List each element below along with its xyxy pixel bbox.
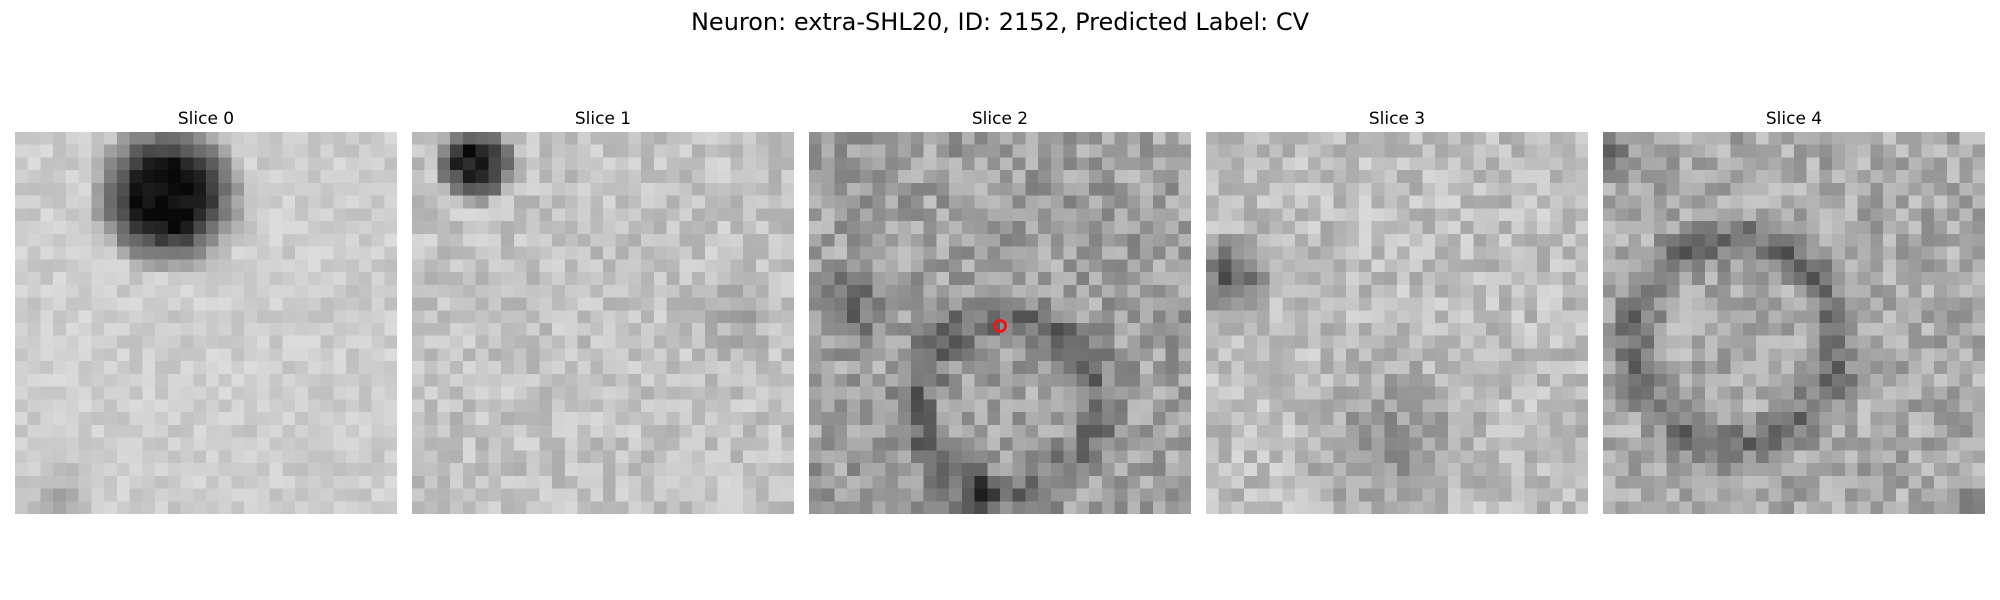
figure-title: Neuron: extra-SHL20, ID: 2152, Predicted… (690, 8, 1310, 36)
slice-title-4: Slice 4 (1765, 109, 1823, 129)
slice-image-1 (412, 132, 794, 514)
slice-title-3: Slice 3 (1368, 109, 1426, 129)
slice-title-2: Slice 2 (971, 109, 1029, 129)
slice-panel-3: Slice 3 (1206, 108, 1588, 514)
slice-image-0 (15, 132, 397, 514)
slice-panel-4: Slice 4 (1603, 108, 1985, 514)
slice-panel-1: Slice 1 (412, 108, 794, 514)
slice-panel-2: Slice 2 (809, 108, 1191, 514)
slice-image-3 (1206, 132, 1588, 514)
slice-panel-0: Slice 0 (15, 108, 397, 514)
slice-title-0: Slice 0 (177, 109, 235, 129)
slice-title-1: Slice 1 (574, 109, 632, 129)
slice-image-2 (809, 132, 1191, 514)
slice-image-4 (1603, 132, 1985, 514)
